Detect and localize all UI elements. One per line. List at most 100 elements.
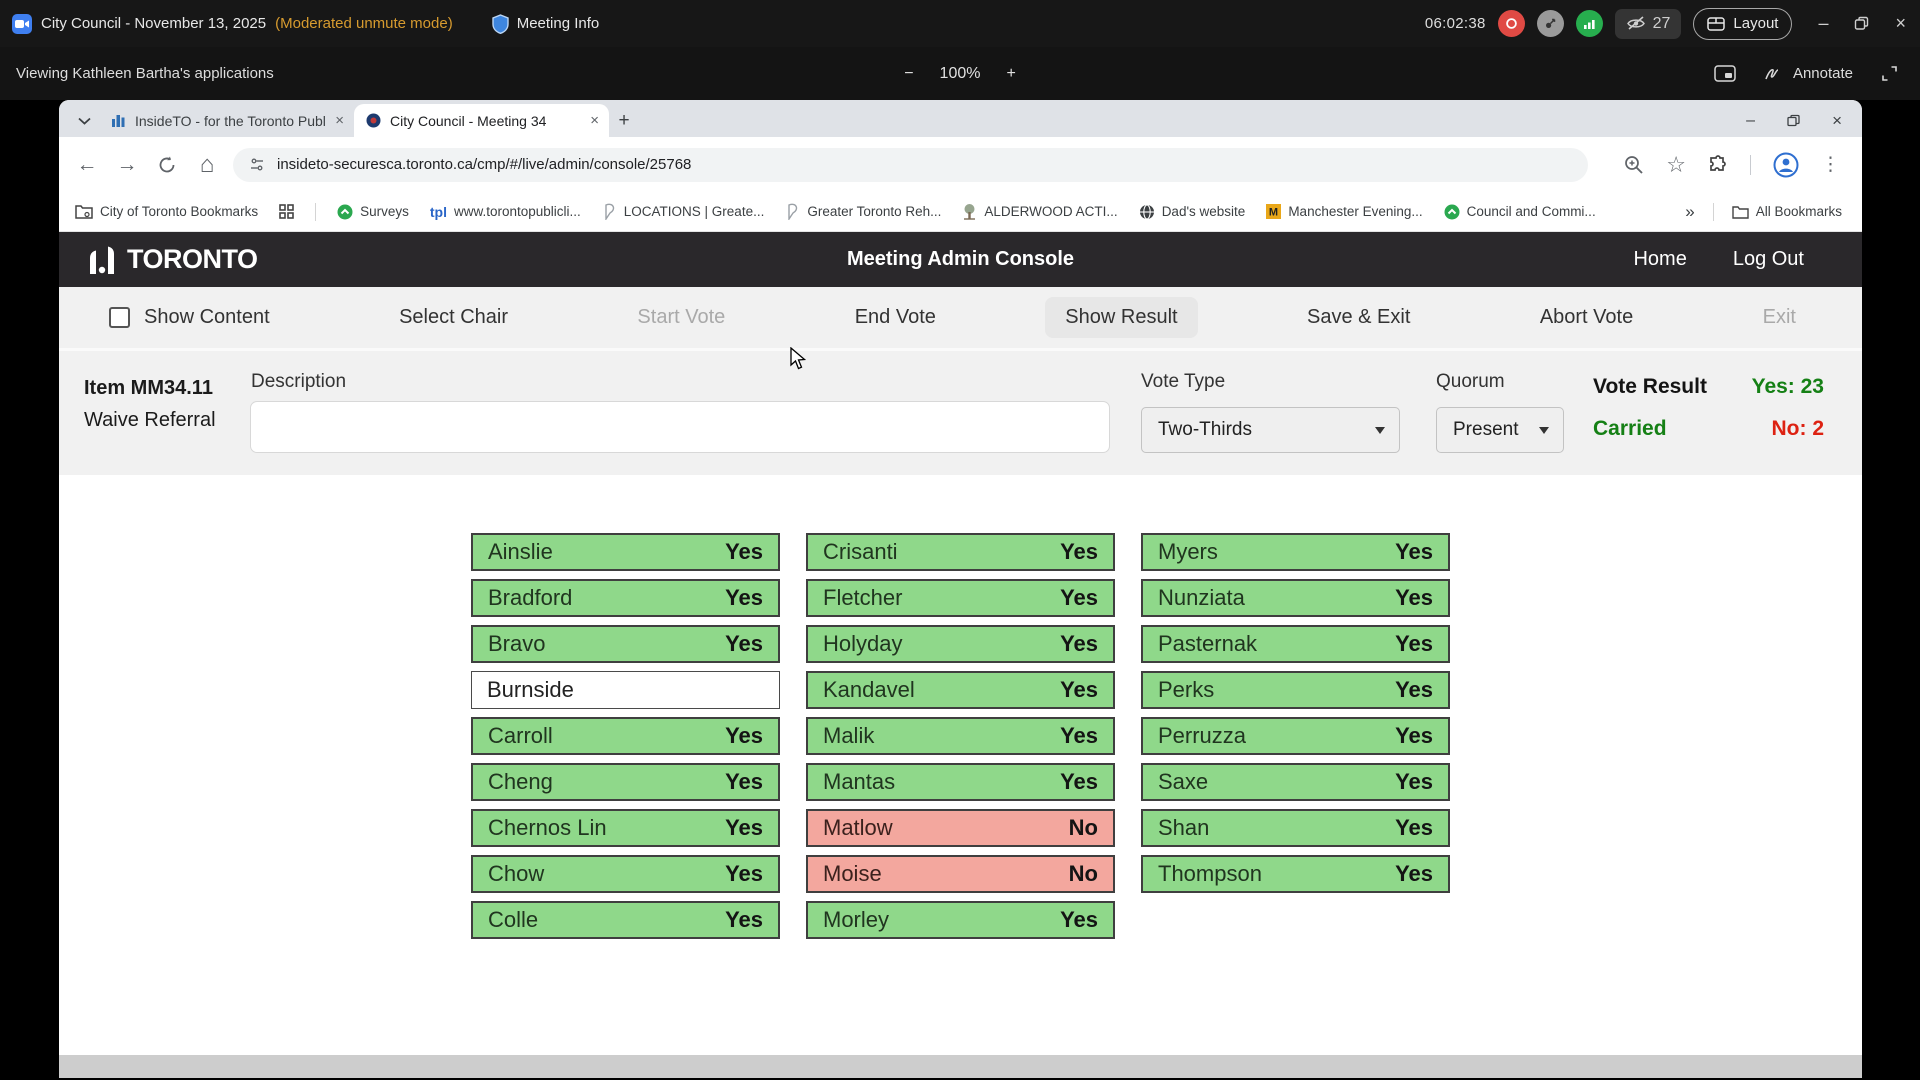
fullscreen-icon[interactable] [1881, 65, 1898, 82]
bookmark-star-icon[interactable]: ☆ [1666, 151, 1686, 177]
description-input[interactable] [250, 401, 1110, 453]
vote-cell-perruzza[interactable]: Perruzza Yes [1141, 717, 1450, 755]
vote-cell-moise[interactable]: Moise No [806, 855, 1115, 893]
vote-cell-nunziata[interactable]: Nunziata Yes [1141, 579, 1450, 617]
vote-cell-perks[interactable]: Perks Yes [1141, 671, 1450, 709]
bookmark-alderwood-acti[interactable]: ALDERWOOD ACTI... [962, 203, 1118, 220]
vote-value: Yes [1395, 769, 1433, 794]
toronto-cityhall-icon [85, 245, 119, 275]
vote-cell-chernos-lin[interactable]: Chernos Lin Yes [471, 809, 780, 847]
vote-cell-morley[interactable]: Morley Yes [806, 901, 1115, 939]
vote-cell-ainslie[interactable]: Ainslie Yes [471, 533, 780, 571]
tab-close-icon[interactable]: × [335, 112, 344, 129]
vote-value: Yes [1060, 723, 1098, 748]
vote-value: Yes [725, 539, 763, 564]
tab-city-council[interactable]: City Council - Meeting 34 × [354, 104, 609, 137]
zoom-out-button[interactable]: − [904, 64, 914, 82]
bookmark-greater-toronto-reh[interactable]: Greater Toronto Reh... [785, 203, 941, 220]
meeting-timer: 06:02:38 [1424, 15, 1486, 32]
bookmark-council-and-commi[interactable]: Council and Commi... [1444, 204, 1596, 220]
chrome-close-button[interactable]: × [1832, 110, 1842, 130]
bookmark-locations-greate[interactable]: LOCATIONS | Greate... [602, 203, 764, 220]
vote-cell-burnside[interactable]: Burnside [471, 671, 780, 709]
new-tab-button[interactable]: + [618, 109, 630, 131]
audio-status-icon[interactable] [1536, 10, 1564, 37]
chrome-minimize-button[interactable]: – [1746, 111, 1756, 129]
bookmark-www-torontopublicli[interactable]: tpl www.torontopublicli... [430, 204, 581, 220]
zoom-page-icon[interactable] [1624, 155, 1644, 175]
meeting-info-button[interactable]: Meeting Info [492, 13, 600, 34]
vote-cell-fletcher[interactable]: Fletcher Yes [806, 579, 1115, 617]
bookmark-city-of-toronto-bookmarks[interactable]: City of Toronto Bookmarks [75, 204, 258, 219]
logout-link[interactable]: Log Out [1732, 248, 1804, 270]
vote-cell-mantas[interactable]: Mantas Yes [806, 763, 1115, 801]
annotate-button[interactable]: Annotate [1764, 65, 1853, 82]
start-vote-button[interactable]: Start Vote [617, 297, 745, 338]
bookmarks-overflow-icon[interactable]: » [1685, 201, 1695, 221]
vote-cell-myers[interactable]: Myers Yes [1141, 533, 1450, 571]
councillor-name: Perks [1158, 677, 1215, 702]
show-result-button[interactable]: Show Result [1045, 297, 1198, 338]
vote-cell-crisanti[interactable]: Crisanti Yes [806, 533, 1115, 571]
vote-cell-colle[interactable]: Colle Yes [471, 901, 780, 939]
tab-close-icon[interactable]: × [590, 112, 599, 129]
profile-avatar[interactable] [1773, 152, 1799, 178]
toolbar-button-label: Exit [1762, 306, 1796, 328]
chrome-maximize-button[interactable] [1787, 114, 1800, 127]
kebab-menu-icon[interactable]: ⋮ [1821, 154, 1840, 175]
quorum-select[interactable]: Present [1436, 407, 1564, 453]
item-section: Item MM34.11 Waive Referral Description … [59, 348, 1862, 475]
vote-cell-bravo[interactable]: Bravo Yes [471, 625, 780, 663]
end-vote-button[interactable]: End Vote [835, 297, 956, 338]
bookmark-apps-grid[interactable] [279, 204, 294, 219]
svg-text:M: M [1269, 207, 1278, 219]
zoom-in-button[interactable]: + [1006, 64, 1016, 82]
vote-cell-saxe[interactable]: Saxe Yes [1141, 763, 1450, 801]
vote-value: Yes [725, 585, 763, 610]
reload-icon[interactable] [147, 155, 187, 175]
vote-cell-kandavel[interactable]: Kandavel Yes [806, 671, 1115, 709]
vote-cell-bradford[interactable]: Bradford Yes [471, 579, 780, 617]
abort-vote-button[interactable]: Abort Vote [1520, 297, 1653, 338]
toronto-logo[interactable]: Toronto [59, 244, 258, 275]
apps-grid-icon [279, 204, 294, 219]
vote-column-1: Ainslie Yes Bradford Yes Bravo Yes Burnside Car… [471, 533, 780, 939]
zoom-close-button[interactable]: × [1895, 13, 1906, 33]
show-content-checkbox[interactable] [109, 307, 130, 328]
vote-cell-chow[interactable]: Chow Yes [471, 855, 780, 893]
vote-cell-malik[interactable]: Malik Yes [806, 717, 1115, 755]
vote-cell-cheng[interactable]: Cheng Yes [471, 763, 780, 801]
address-bar[interactable]: insideto-securesca.toronto.ca/cmp/#/live… [233, 147, 1588, 182]
show-content-button[interactable]: Show Content [89, 297, 290, 338]
select-chair-button[interactable]: Select Chair [379, 297, 528, 338]
tab-insideto[interactable]: InsideTO - for the Toronto Publ × [99, 104, 354, 137]
bookmark-dad-s-website[interactable]: Dad's website [1139, 203, 1245, 220]
zoom-restore-button[interactable] [1854, 16, 1869, 31]
home-link[interactable]: Home [1633, 248, 1687, 270]
network-quality-icon[interactable] [1575, 10, 1603, 37]
zoom-minimize-button[interactable]: – [1818, 13, 1829, 33]
home-icon[interactable]: ⌂ [199, 150, 215, 178]
vote-cell-carroll[interactable]: Carroll Yes [471, 717, 780, 755]
tab-search-chevron-icon[interactable] [69, 104, 99, 137]
vote-type-select[interactable]: Two-Thirds [1141, 407, 1400, 453]
councillor-name: Kandavel [823, 677, 915, 702]
vote-cell-thompson[interactable]: Thompson Yes [1141, 855, 1450, 893]
vote-cell-matlow[interactable]: Matlow No [806, 809, 1115, 847]
extensions-icon[interactable] [1708, 154, 1728, 175]
all-bookmarks-button[interactable]: All Bookmarks [1732, 204, 1842, 219]
exit-button[interactable]: Exit [1743, 297, 1816, 338]
vote-cell-holyday[interactable]: Holyday Yes [806, 625, 1115, 663]
hidden-count-badge[interactable]: 27 [1614, 8, 1682, 39]
back-icon[interactable]: ← [76, 152, 98, 176]
bookmark-manchester-evening[interactable]: M Manchester Evening... [1266, 204, 1423, 219]
layout-button[interactable]: Layout [1693, 7, 1793, 40]
view-options-icon[interactable] [1714, 65, 1736, 82]
record-indicator-icon[interactable] [1497, 10, 1525, 37]
save-exit-button[interactable]: Save & Exit [1287, 297, 1430, 338]
bookmark-surveys[interactable]: Surveys [337, 204, 409, 220]
vote-cell-pasternak[interactable]: Pasternak Yes [1141, 625, 1450, 663]
vote-cell-shan[interactable]: Shan Yes [1141, 809, 1450, 847]
forward-icon[interactable]: → [116, 152, 138, 176]
meeting-info-label: Meeting Info [516, 15, 600, 32]
